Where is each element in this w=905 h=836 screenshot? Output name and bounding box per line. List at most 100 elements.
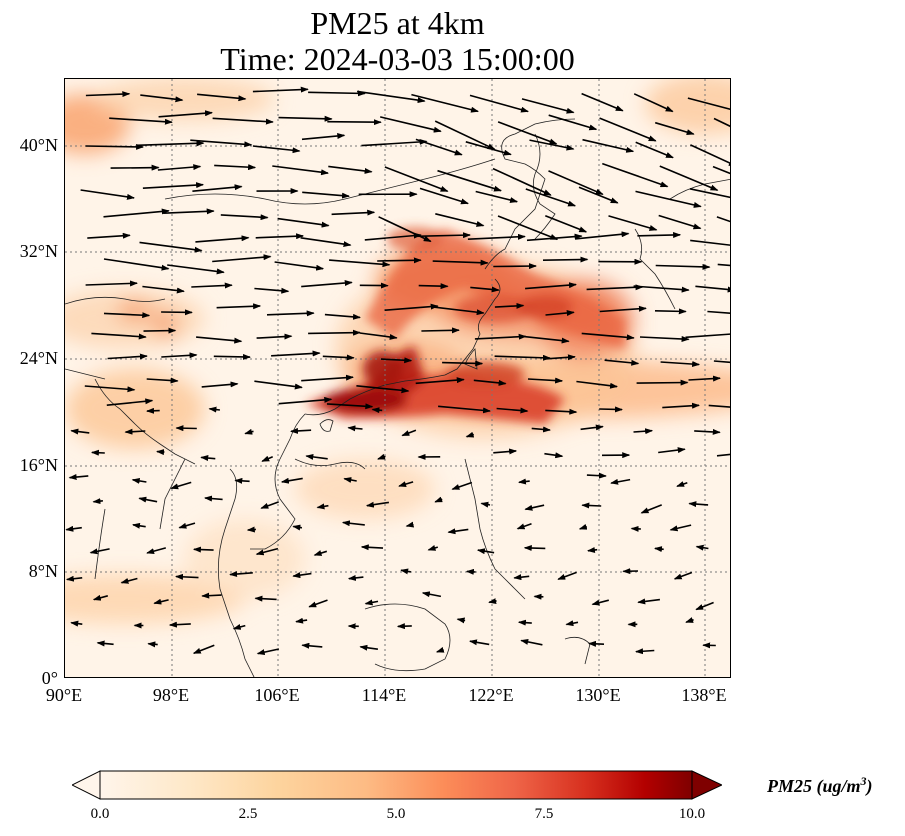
wind-arrow	[380, 357, 413, 364]
lon-tick-label: 130°E	[575, 685, 621, 705]
wind-arrow	[581, 332, 635, 341]
wind-arrow	[580, 424, 604, 431]
wind-arrow	[685, 333, 730, 339]
wind-arrow	[576, 380, 618, 389]
wind-arrow	[467, 233, 526, 240]
wind-arrow	[301, 132, 346, 141]
wind-arrow	[465, 141, 512, 156]
wind-arrow	[493, 448, 518, 455]
wind-arrow	[602, 162, 669, 188]
wind-arrow	[415, 138, 463, 156]
wind-arrow	[717, 263, 730, 267]
wind-arrow	[520, 638, 543, 646]
wind-arrow	[707, 310, 730, 314]
wind-arrow	[712, 165, 730, 175]
wind-arrow	[660, 361, 701, 368]
wind-arrow	[90, 449, 105, 456]
wind-arrow	[633, 285, 690, 293]
wind-arrow	[695, 285, 730, 293]
wind-arrow	[302, 191, 350, 199]
wind-arrow	[380, 116, 442, 133]
wind-arrow	[654, 121, 695, 135]
wind-arrow	[234, 477, 250, 484]
wind-arrow	[255, 233, 305, 240]
wind-arrow	[526, 233, 583, 242]
wind-arrow	[170, 481, 192, 490]
wind-arrow	[716, 453, 730, 457]
lat-tick-label: 16°N	[19, 455, 58, 475]
wind-arrow	[255, 547, 279, 556]
wind-arrow	[200, 455, 216, 462]
wind-arrow	[465, 568, 476, 575]
wind-arrow	[192, 644, 215, 655]
wind-arrow	[131, 477, 147, 484]
wind-arrow	[252, 145, 301, 154]
wind-arrow	[421, 327, 460, 334]
wind-arrow	[438, 405, 491, 414]
wind-arrow	[470, 286, 500, 293]
wind-arrow	[685, 617, 694, 623]
wind-arrow	[415, 377, 465, 385]
wind-arrow	[359, 644, 379, 651]
lon-tick-label: 114°E	[361, 685, 407, 705]
wind-arrow	[542, 256, 589, 263]
wind-arrow	[191, 282, 233, 289]
wind-arrow	[107, 353, 148, 360]
wind-arrow	[434, 496, 443, 503]
wind-arrow	[254, 287, 290, 294]
wind-arrow	[659, 165, 719, 191]
wind-arrow	[163, 208, 215, 215]
wind-arrow	[356, 90, 426, 104]
wind-arrow	[212, 117, 274, 125]
lat-tick-label: 40°N	[19, 135, 58, 155]
wind-arrow	[156, 449, 165, 456]
wind-arrow	[277, 217, 330, 228]
wind-arrow	[655, 263, 711, 270]
wind-arrow	[531, 426, 551, 433]
wind-arrow	[432, 259, 489, 266]
wind-arrow	[586, 472, 607, 479]
wind-arrow	[473, 379, 507, 386]
wind-arrow	[65, 525, 82, 532]
wind-arrow	[658, 214, 702, 230]
wind-arrow	[244, 428, 254, 435]
wind-arrow	[401, 429, 417, 437]
wind-arrow	[213, 353, 251, 360]
colorbar-unit-exponent: 3	[860, 774, 867, 788]
wind-arrow	[384, 166, 449, 193]
wind-arrow	[192, 546, 214, 553]
wind-arrow	[278, 396, 333, 405]
wind-arrow	[295, 617, 308, 624]
wind-arrow	[136, 140, 205, 147]
wind-arrow	[384, 303, 439, 311]
map-title-line2: Time: 2024-03-03 15:00:00	[220, 41, 575, 77]
wind-arrow	[85, 143, 145, 150]
wind-arrow	[120, 577, 138, 584]
wind-arrow	[308, 329, 361, 336]
wind-arrow	[232, 623, 246, 630]
wind-arrow	[687, 97, 730, 111]
wind-arrow	[415, 232, 471, 239]
wind-arrow	[411, 93, 479, 113]
wind-arrow	[308, 599, 328, 608]
colorbar-gradient	[99, 770, 693, 800]
wind-arrow	[147, 641, 158, 648]
wind-arrow	[689, 188, 730, 199]
wind-arrow	[633, 93, 674, 113]
lon-tick-label: 98°E	[152, 685, 190, 705]
wind-arrow	[158, 110, 213, 118]
wind-arrow	[635, 648, 655, 655]
wind-arrow	[142, 285, 185, 294]
wind-arrow	[548, 114, 598, 131]
wind-arrow	[378, 216, 432, 243]
wind-arrow	[313, 550, 328, 556]
wind-arrow	[695, 544, 709, 551]
wind-arrow	[197, 93, 247, 102]
wind-arrow	[545, 309, 575, 316]
wind-arrow	[103, 312, 151, 319]
wind-arrow	[475, 190, 519, 203]
wind-arrow	[690, 239, 730, 246]
wind-arrow	[708, 404, 730, 408]
wind-arrow	[331, 209, 376, 216]
wind-arrow	[713, 360, 730, 364]
